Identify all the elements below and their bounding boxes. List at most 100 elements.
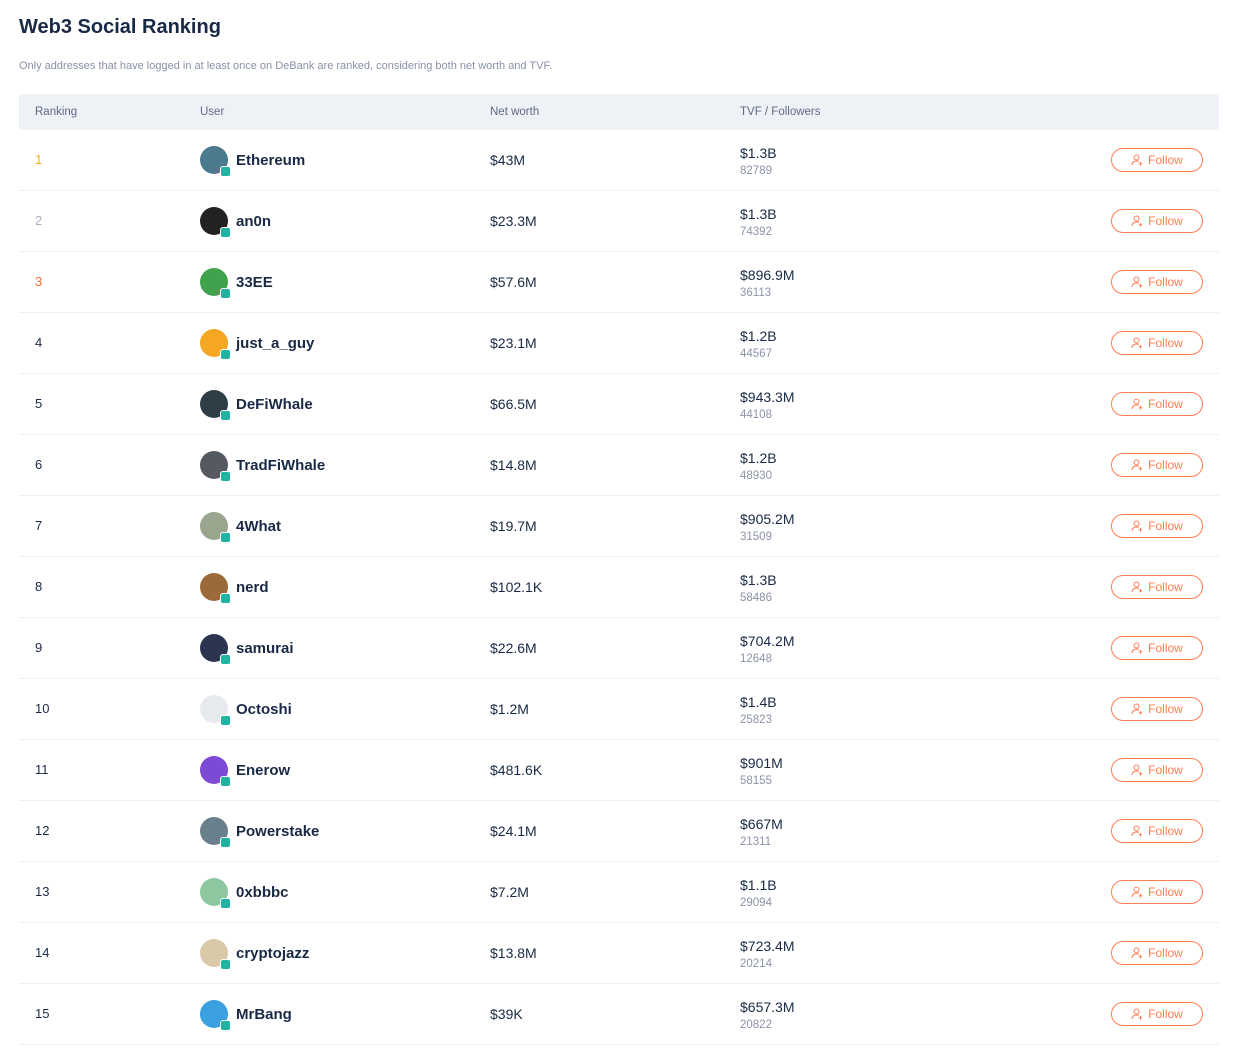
- follow-button[interactable]: Follow: [1111, 453, 1203, 477]
- header-tvf: TVF / Followers: [740, 106, 821, 118]
- user-name[interactable]: 33EE: [236, 273, 273, 291]
- follow-button[interactable]: Follow: [1111, 758, 1203, 782]
- follow-button[interactable]: Follow: [1111, 941, 1203, 965]
- follow-button[interactable]: Follow: [1111, 331, 1203, 355]
- followers-count: 20214: [740, 957, 772, 970]
- user-name[interactable]: MrBang: [236, 1005, 292, 1023]
- follow-label: Follow: [1148, 702, 1183, 716]
- net-worth: $22.6M: [490, 640, 537, 656]
- user-plus-icon: [1131, 520, 1143, 532]
- user-name[interactable]: Octoshi: [236, 700, 292, 718]
- followers-count: 31509: [740, 530, 772, 543]
- table-row[interactable]: 12 Powerstake $24.1M $667M 21311 Follow: [19, 801, 1219, 862]
- follow-button[interactable]: Follow: [1111, 880, 1203, 904]
- net-worth: $7.2M: [490, 884, 529, 900]
- user-plus-icon: [1131, 642, 1143, 654]
- follow-button[interactable]: Follow: [1111, 819, 1203, 843]
- user-avatar[interactable]: [200, 573, 231, 604]
- header-user: User: [200, 106, 225, 118]
- table-row[interactable]: 11 Enerow $481.6K $901M 58155 Follow: [19, 740, 1219, 801]
- user-avatar[interactable]: [200, 695, 231, 726]
- table-row[interactable]: 1 Ethereum $43M $1.3B 82789 Follow: [19, 130, 1219, 191]
- follow-button[interactable]: Follow: [1111, 514, 1203, 538]
- table-row[interactable]: 15 MrBang $39K $657.3M 20822 Follow: [19, 984, 1219, 1045]
- table-row[interactable]: 10 Octoshi $1.2M $1.4B 25823 Follow: [19, 679, 1219, 740]
- table-row[interactable]: 5 DeFiWhale $66.5M $943.3M 44108 Follow: [19, 374, 1219, 435]
- table-row[interactable]: 3 33EE $57.6M $896.9M 36113 Follow: [19, 252, 1219, 313]
- table-row[interactable]: 4 just_a_guy $23.1M $1.2B 44567 Follow: [19, 313, 1219, 374]
- user-name[interactable]: DeFiWhale: [236, 395, 313, 413]
- rank-number: 13: [35, 884, 50, 899]
- table-row[interactable]: 13 0xbbbc $7.2M $1.1B 29094 Follow: [19, 862, 1219, 923]
- user-name[interactable]: samurai: [236, 639, 294, 657]
- table-row[interactable]: 2 an0n $23.3M $1.3B 74392 Follow: [19, 191, 1219, 252]
- tvf-value: $1.4B: [740, 693, 777, 710]
- rank-number: 3: [35, 274, 43, 289]
- user-avatar[interactable]: [200, 756, 231, 787]
- table-row[interactable]: 7 4What $19.7M $905.2M 31509 Follow: [19, 496, 1219, 557]
- rank-number: 8: [35, 579, 43, 594]
- user-plus-icon: [1131, 459, 1143, 471]
- user-plus-icon: [1131, 825, 1143, 837]
- header-net-worth: Net worth: [490, 106, 540, 118]
- table-row[interactable]: 14 cryptojazz $13.8M $723.4M 20214 Follo…: [19, 923, 1219, 984]
- followers-count: 44567: [740, 347, 772, 360]
- follow-label: Follow: [1148, 519, 1183, 533]
- follow-button[interactable]: Follow: [1111, 148, 1203, 172]
- user-avatar[interactable]: [200, 634, 231, 665]
- user-avatar[interactable]: [200, 207, 231, 238]
- follow-button[interactable]: Follow: [1111, 1002, 1203, 1026]
- user-name[interactable]: cryptojazz: [236, 944, 310, 962]
- follow-button[interactable]: Follow: [1111, 636, 1203, 660]
- followers-count: 12648: [740, 652, 772, 665]
- user-name[interactable]: Powerstake: [236, 822, 320, 840]
- net-worth: $481.6K: [490, 762, 543, 778]
- user-avatar[interactable]: [200, 1000, 231, 1031]
- user-avatar[interactable]: [200, 939, 231, 970]
- user-name[interactable]: Enerow: [236, 761, 291, 779]
- user-avatar[interactable]: [200, 268, 231, 299]
- net-worth: $23.3M: [490, 213, 537, 229]
- user-name[interactable]: an0n: [236, 212, 272, 230]
- user-name[interactable]: 4What: [236, 517, 281, 535]
- tvf-value: $1.3B: [740, 571, 777, 588]
- user-avatar[interactable]: [200, 329, 231, 360]
- user-avatar[interactable]: [200, 451, 231, 482]
- user-name[interactable]: TradFiWhale: [236, 456, 326, 474]
- net-worth: $19.7M: [490, 518, 537, 534]
- follow-button[interactable]: Follow: [1111, 209, 1203, 233]
- rank-number: 14: [35, 945, 50, 960]
- user-avatar[interactable]: [200, 146, 231, 177]
- page-subtitle: Only addresses that have logged in at le…: [19, 60, 553, 72]
- follow-label: Follow: [1148, 397, 1183, 411]
- followers-count: 48930: [740, 469, 772, 482]
- follow-button[interactable]: Follow: [1111, 575, 1203, 599]
- tvf-value: $901M: [740, 754, 783, 771]
- user-avatar[interactable]: [200, 817, 231, 848]
- tvf-value: $1.3B: [740, 205, 777, 222]
- follow-button[interactable]: Follow: [1111, 392, 1203, 416]
- rank-number: 4: [35, 335, 43, 350]
- table-row[interactable]: 8 nerd $102.1K $1.3B 58486 Follow: [19, 557, 1219, 618]
- rank-number: 10: [35, 701, 50, 716]
- user-name[interactable]: Ethereum: [236, 151, 306, 169]
- net-worth: $66.5M: [490, 396, 537, 412]
- user-avatar[interactable]: [200, 512, 231, 543]
- follow-button[interactable]: Follow: [1111, 270, 1203, 294]
- rank-number: 11: [35, 762, 49, 777]
- follow-button[interactable]: Follow: [1111, 697, 1203, 721]
- tvf-value: $1.2B: [740, 327, 777, 344]
- table-header: Ranking User Net worth TVF / Followers: [19, 94, 1219, 130]
- user-plus-icon: [1131, 886, 1143, 898]
- user-avatar[interactable]: [200, 878, 231, 909]
- table-row[interactable]: 9 samurai $22.6M $704.2M 12648 Follow: [19, 618, 1219, 679]
- user-plus-icon: [1131, 581, 1143, 593]
- user-name[interactable]: 0xbbbc: [236, 883, 289, 901]
- tvf-value: $704.2M: [740, 632, 795, 649]
- user-name[interactable]: nerd: [236, 578, 269, 596]
- table-row[interactable]: 6 TradFiWhale $14.8M $1.2B 48930 Follow: [19, 435, 1219, 496]
- user-plus-icon: [1131, 337, 1143, 349]
- user-avatar[interactable]: [200, 390, 231, 421]
- user-name[interactable]: just_a_guy: [236, 334, 315, 352]
- follow-label: Follow: [1148, 763, 1183, 777]
